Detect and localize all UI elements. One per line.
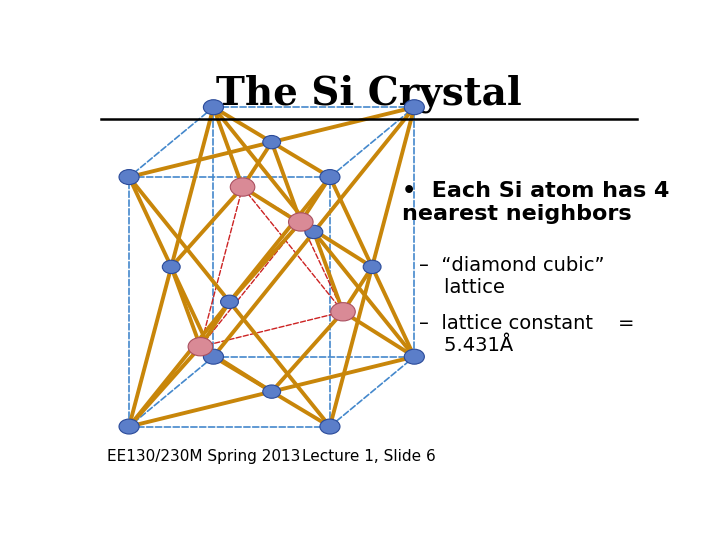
Circle shape	[162, 260, 180, 274]
Circle shape	[320, 419, 340, 434]
Circle shape	[220, 295, 238, 308]
Circle shape	[230, 178, 255, 196]
Circle shape	[289, 213, 313, 231]
Text: –  lattice constant    =
    5.431Å: – lattice constant = 5.431Å	[419, 314, 635, 355]
Circle shape	[320, 170, 340, 185]
Text: Lecture 1, Slide 6: Lecture 1, Slide 6	[302, 449, 436, 464]
Circle shape	[203, 100, 223, 114]
Text: •  Each Si atom has 4
nearest neighbors: • Each Si atom has 4 nearest neighbors	[402, 181, 670, 225]
Circle shape	[330, 302, 355, 321]
Text: EE130/230M Spring 2013: EE130/230M Spring 2013	[107, 449, 300, 464]
Circle shape	[404, 349, 424, 364]
Circle shape	[263, 385, 281, 399]
Circle shape	[119, 419, 139, 434]
Circle shape	[263, 136, 281, 149]
Circle shape	[119, 170, 139, 185]
Circle shape	[188, 338, 212, 356]
Circle shape	[203, 349, 223, 364]
Circle shape	[404, 100, 424, 114]
Circle shape	[363, 260, 381, 274]
Text: The Si Crystal: The Si Crystal	[216, 75, 522, 113]
Circle shape	[305, 225, 323, 239]
Text: –  “diamond cubic”
    lattice: – “diamond cubic” lattice	[419, 256, 605, 297]
